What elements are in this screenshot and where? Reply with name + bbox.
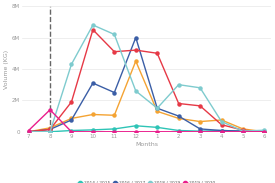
2017 / 2018 — [199, 105, 202, 107]
Line: 2014 / 2015: 2014 / 2015 — [27, 124, 266, 133]
2015 / 2016 — [113, 114, 116, 116]
2018 / 2019 — [199, 87, 202, 89]
2018 / 2019 — [91, 24, 95, 26]
2019 / 2020 — [263, 131, 266, 133]
2017 / 2018 — [134, 49, 138, 51]
2019 / 2020 — [134, 131, 138, 133]
2019 / 2020 — [241, 131, 245, 133]
2014 / 2015 — [91, 129, 95, 131]
2019 / 2020 — [91, 131, 95, 133]
Y-axis label: Volume (KG): Volume (KG) — [4, 49, 9, 89]
2014 / 2015 — [199, 130, 202, 132]
2015 / 2016 — [27, 131, 30, 133]
2015 / 2016 — [220, 119, 223, 121]
2018 / 2019 — [177, 84, 180, 86]
2016 / 2017 — [241, 130, 245, 132]
2019 / 2020 — [48, 109, 52, 111]
2019 / 2020 — [199, 131, 202, 133]
2016 / 2017 — [27, 131, 30, 133]
2016 / 2017 — [113, 92, 116, 94]
X-axis label: Months: Months — [135, 142, 158, 147]
2018 / 2019 — [70, 63, 73, 65]
2018 / 2019 — [48, 131, 52, 133]
Line: 2016 / 2017: 2016 / 2017 — [27, 36, 266, 133]
2019 / 2020 — [220, 131, 223, 133]
2015 / 2016 — [156, 110, 159, 112]
2017 / 2018 — [27, 131, 30, 133]
2017 / 2018 — [263, 131, 266, 133]
2017 / 2018 — [177, 102, 180, 105]
Line: 2015 / 2016: 2015 / 2016 — [27, 60, 266, 133]
2019 / 2020 — [113, 131, 116, 133]
2015 / 2016 — [70, 117, 73, 119]
2016 / 2017 — [263, 131, 266, 133]
2018 / 2019 — [156, 107, 159, 109]
2019 / 2020 — [156, 131, 159, 133]
2017 / 2018 — [241, 129, 245, 131]
2015 / 2016 — [263, 131, 266, 133]
2017 / 2018 — [48, 128, 52, 130]
Line: 2019 / 2020: 2019 / 2020 — [27, 108, 266, 133]
2016 / 2017 — [156, 107, 159, 109]
Legend: 2014 / 2015, 2015 / 2016, 2016 / 2017, 2017 / 2018, 2018 / 2019, 2019 / 2020: 2014 / 2015, 2015 / 2016, 2016 / 2017, 2… — [75, 179, 218, 183]
2019 / 2020 — [27, 129, 30, 132]
2016 / 2017 — [199, 128, 202, 130]
2017 / 2018 — [70, 101, 73, 103]
2014 / 2015 — [70, 129, 73, 132]
2017 / 2018 — [156, 52, 159, 54]
2014 / 2015 — [48, 131, 52, 133]
2015 / 2016 — [177, 117, 180, 119]
2016 / 2017 — [70, 119, 73, 121]
2015 / 2016 — [134, 60, 138, 62]
2017 / 2018 — [91, 29, 95, 31]
2014 / 2015 — [156, 126, 159, 128]
2016 / 2017 — [220, 129, 223, 132]
2015 / 2016 — [241, 128, 245, 130]
2014 / 2015 — [241, 130, 245, 132]
2014 / 2015 — [177, 129, 180, 132]
2017 / 2018 — [113, 51, 116, 53]
2014 / 2015 — [134, 125, 138, 127]
Line: 2017 / 2018: 2017 / 2018 — [27, 28, 266, 133]
2014 / 2015 — [220, 129, 223, 132]
2018 / 2019 — [241, 130, 245, 132]
2018 / 2019 — [220, 120, 223, 123]
Line: 2018 / 2019: 2018 / 2019 — [27, 23, 266, 133]
2019 / 2020 — [177, 131, 180, 133]
2019 / 2020 — [70, 131, 73, 133]
2015 / 2016 — [48, 127, 52, 129]
2014 / 2015 — [263, 130, 266, 132]
2015 / 2016 — [199, 120, 202, 123]
2014 / 2015 — [113, 128, 116, 130]
2016 / 2017 — [134, 36, 138, 39]
2016 / 2017 — [177, 115, 180, 117]
2018 / 2019 — [134, 90, 138, 92]
2014 / 2015 — [27, 131, 30, 133]
2015 / 2016 — [91, 113, 95, 116]
2016 / 2017 — [48, 128, 52, 130]
2016 / 2017 — [91, 82, 95, 84]
2018 / 2019 — [113, 33, 116, 36]
2017 / 2018 — [220, 124, 223, 126]
2018 / 2019 — [27, 131, 30, 133]
2018 / 2019 — [263, 129, 266, 131]
